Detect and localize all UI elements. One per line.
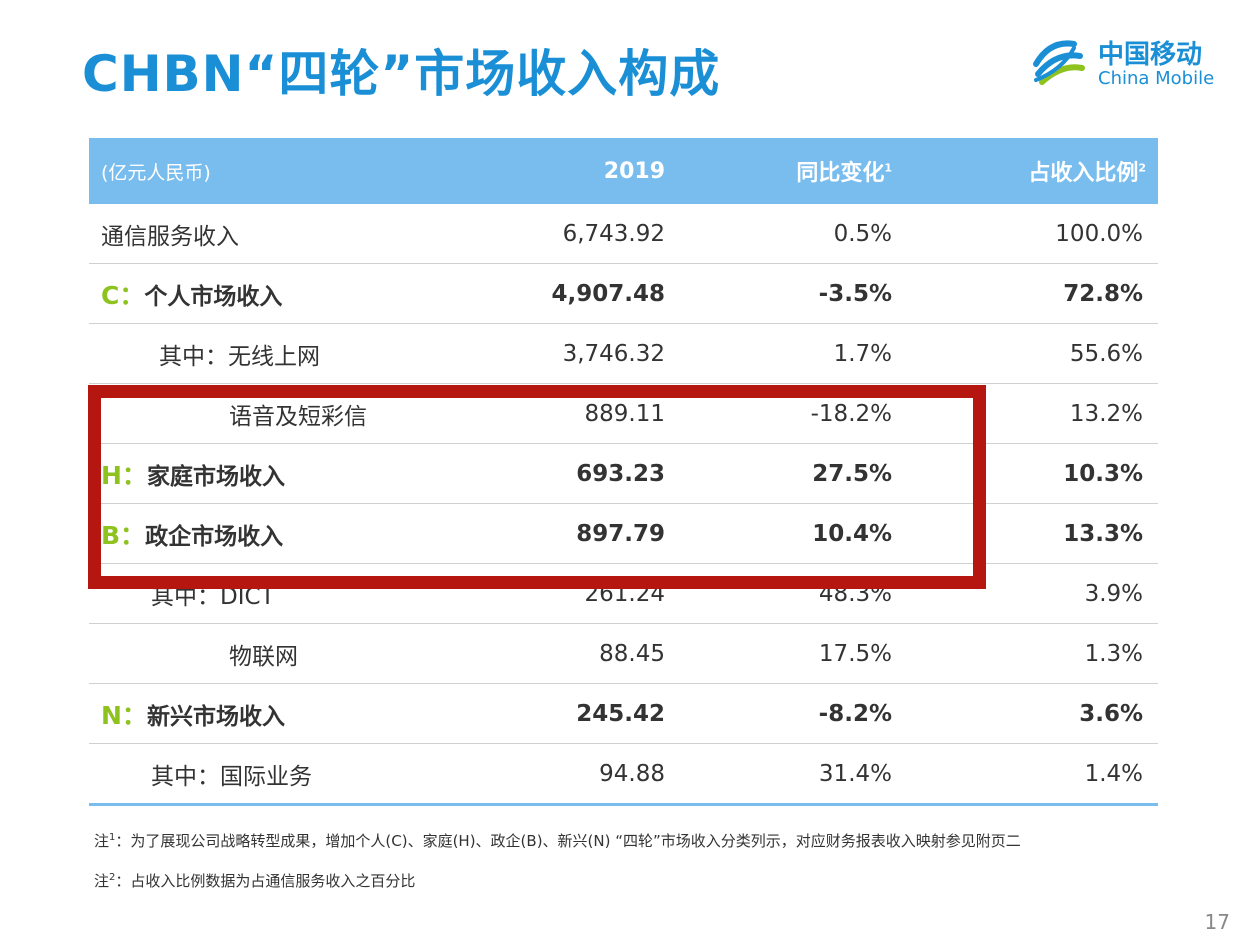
table-row: C：个人市场收入 4,907.48 -3.5% 72.8% [89,263,1158,324]
row-share: 10.3% [904,443,1158,504]
table-row: 其中：国际业务 94.88 31.4% 1.4% [89,743,1158,806]
row-label: 其中：无线上网 [89,323,439,384]
table-row: H：家庭市场收入 693.23 27.5% 10.3% [89,443,1158,504]
footnote-1: 注1：为了展现公司战略转型成果，增加个人(C)、家庭(H)、政企(B)、新兴(N… [94,830,1021,851]
row-label-cell: H：家庭市场收入 [89,443,439,504]
row-2019: 4,907.48 [439,263,665,324]
header-yoy-sup: 1 [884,161,892,175]
segment-letter: C： [101,280,145,310]
row-label: 物联网 [89,623,439,684]
table-row: 其中：DICT 261.24 48.3% 3.9% [89,563,1158,624]
header-unit: (亿元人民币) [89,138,439,204]
row-label: 语音及短彩信 [89,383,439,444]
row-label: 个人市场收入 [144,283,283,310]
row-2019: 94.88 [439,743,665,806]
segment-letter: H： [101,460,147,490]
page-number: 17 [1204,910,1230,934]
row-2019: 261.24 [439,563,665,624]
row-label: 其中：DICT [89,563,439,624]
row-share: 1.4% [904,743,1158,806]
footnote-2: 注2：占收入比例数据为占通信服务收入之百分比 [94,870,415,891]
header-share-label: 占收入比例 [1028,161,1139,186]
row-yoy: -3.5% [665,263,904,324]
footnote-prefix: 注 [94,872,110,890]
header-share-sup: 2 [1138,161,1146,175]
logo-english-text: China Mobile [1098,68,1215,89]
row-yoy: 31.4% [665,743,904,806]
table-header-row: (亿元人民币) 2019 同比变化1 占收入比例2 [89,138,1158,204]
row-yoy: -18.2% [665,383,904,444]
row-label-cell: C：个人市场收入 [89,263,439,324]
revenue-table: (亿元人民币) 2019 同比变化1 占收入比例2 通信服务收入 6,743.9… [89,138,1158,806]
row-yoy: 27.5% [665,443,904,504]
table-row: 通信服务收入 6,743.92 0.5% 100.0% [89,204,1158,264]
table-row: B：政企市场收入 897.79 10.4% 13.3% [89,503,1158,564]
row-2019: 3,746.32 [439,323,665,384]
row-share: 3.6% [904,683,1158,744]
table-row: 物联网 88.45 17.5% 1.3% [89,623,1158,684]
row-label: 其中：国际业务 [89,743,439,806]
row-label: 通信服务收入 [89,204,439,264]
footnote-prefix: 注 [94,832,110,850]
row-yoy: 10.4% [665,503,904,564]
row-label-cell: N：新兴市场收入 [89,683,439,744]
header-2019: 2019 [439,138,665,204]
logo-swirl-icon [1033,40,1085,85]
row-share: 72.8% [904,263,1158,324]
segment-letter: B： [101,520,146,550]
table-row: 其中：无线上网 3,746.32 1.7% 55.6% [89,323,1158,384]
row-2019: 6,743.92 [439,204,665,264]
footnote-sup: 1 [109,832,116,843]
row-yoy: 17.5% [665,623,904,684]
row-label-cell: B：政企市场收入 [89,503,439,564]
china-mobile-logo: 中国移动 China Mobile [1028,32,1228,96]
row-yoy: 1.7% [665,323,904,384]
row-share: 1.3% [904,623,1158,684]
header-share: 占收入比例2 [904,138,1158,204]
row-yoy: -8.2% [665,683,904,744]
row-2019: 88.45 [439,623,665,684]
footnote-sup: 2 [109,872,116,883]
row-share: 55.6% [904,323,1158,384]
row-2019: 889.11 [439,383,665,444]
header-yoy: 同比变化1 [665,138,904,204]
row-share: 13.3% [904,503,1158,564]
row-label: 政企市场收入 [145,523,284,550]
row-share: 100.0% [904,204,1158,264]
row-share: 3.9% [904,563,1158,624]
header-yoy-label: 同比变化 [796,161,885,186]
row-label: 家庭市场收入 [146,463,285,490]
slide-title: CHBN“四轮”市场收入构成 [82,45,721,103]
row-yoy: 48.3% [665,563,904,624]
logo-chinese-text: 中国移动 [1098,40,1203,70]
table-row: N：新兴市场收入 245.42 -8.2% 3.6% [89,683,1158,744]
row-share: 13.2% [904,383,1158,444]
row-2019: 245.42 [439,683,665,744]
row-label: 新兴市场收入 [146,703,285,730]
row-yoy: 0.5% [665,204,904,264]
table-row: 语音及短彩信 889.11 -18.2% 13.2% [89,383,1158,444]
segment-letter: N： [101,700,147,730]
row-2019: 897.79 [439,503,665,564]
footnote-text: ：为了展现公司战略转型成果，增加个人(C)、家庭(H)、政企(B)、新兴(N) … [115,832,1021,850]
footnote-text: ：占收入比例数据为占通信服务收入之百分比 [115,872,416,890]
row-2019: 693.23 [439,443,665,504]
